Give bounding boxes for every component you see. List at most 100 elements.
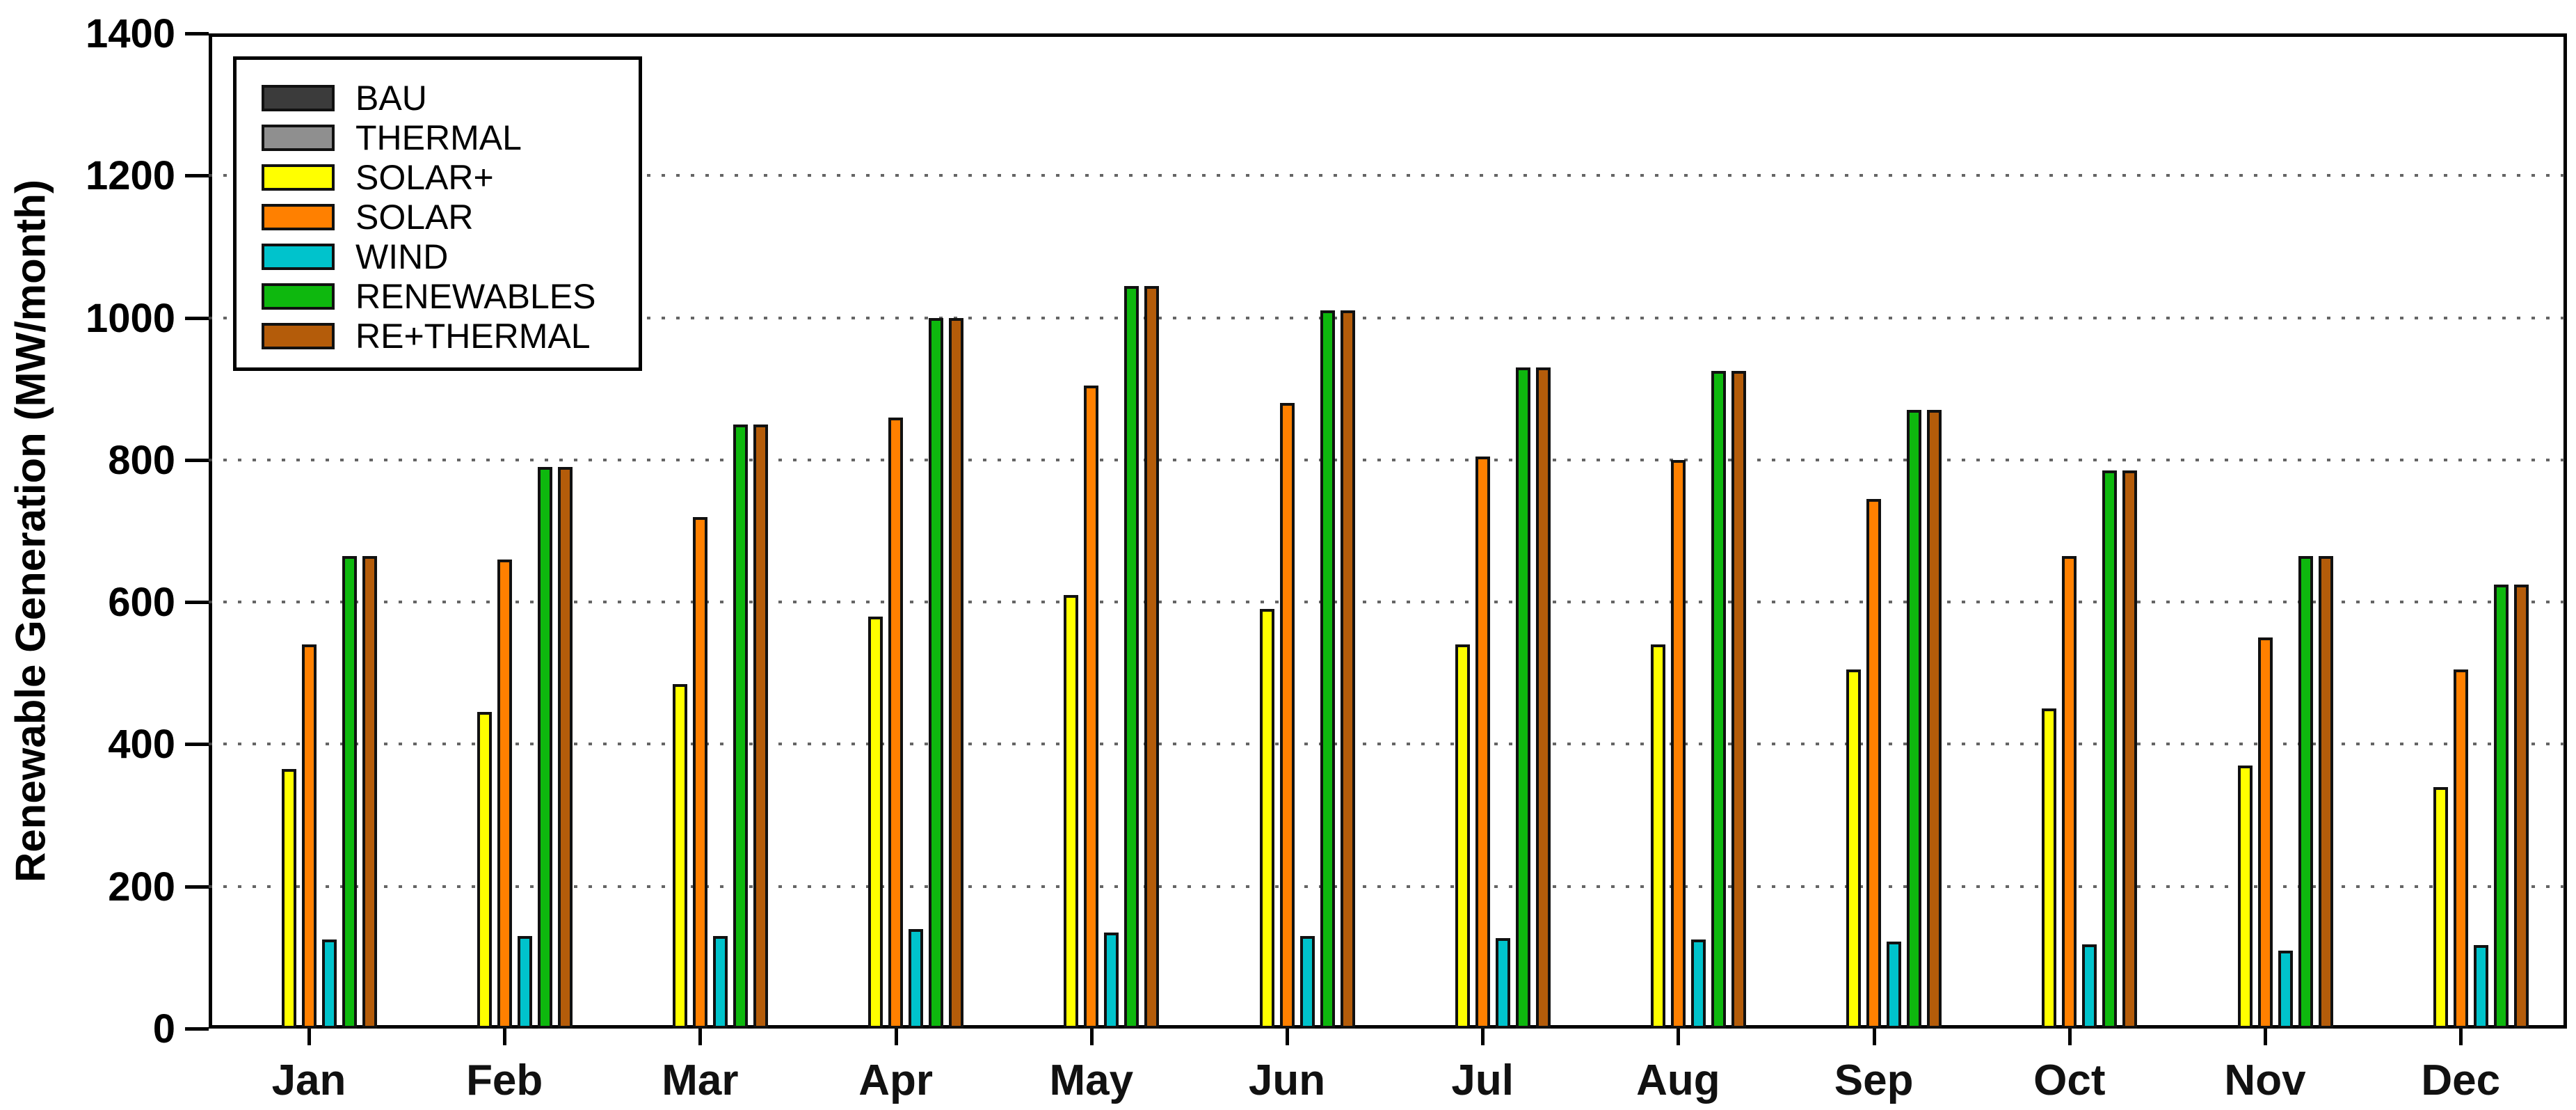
legend: BAU THERMAL SOLAR+ SOLAR WIND RENEWABLES RE+TH… [233, 56, 642, 371]
legend-row-renewables: RENEWABLES [262, 276, 618, 316]
gridline-800 [209, 458, 2567, 461]
bar-renewables-jun [1320, 310, 1335, 1029]
bar-solar--apr [868, 616, 883, 1029]
bar-wind-jan [321, 939, 337, 1029]
x-tick-label-Aug: Aug [1636, 1056, 1720, 1104]
gridline-600 [209, 601, 2567, 604]
bar-wind-mar [712, 936, 728, 1029]
legend-label-solar-: SOLAR+ [355, 157, 494, 197]
bar-wind-nov [2278, 950, 2293, 1029]
bar-solar-oct [2062, 555, 2077, 1029]
bar-solar--sep [1846, 669, 1862, 1029]
bar-re-thermal-jul [1535, 367, 1551, 1029]
bar-re-thermal-mar [753, 424, 768, 1029]
legend-row-wind: WIND [262, 237, 618, 276]
bar-solar-aug [1670, 459, 1686, 1029]
y-tick-label-800: 800 [108, 437, 175, 483]
y-tick-label-1400: 1400 [85, 11, 175, 56]
legend-label-wind: WIND [355, 237, 449, 276]
bar-wind-dec [2473, 945, 2488, 1029]
bar-renewables-oct [2102, 470, 2118, 1029]
legend-row-solar: SOLAR [262, 197, 618, 237]
gridline-1000 [209, 316, 2567, 319]
y-tick-400 [185, 743, 209, 747]
bar-solar--nov [2237, 766, 2253, 1029]
legend-swatch-solar- [262, 164, 335, 191]
bar-solar-jan [301, 644, 317, 1029]
y-tick-1400 [185, 32, 209, 35]
bar-renewables-feb [537, 467, 552, 1029]
legend-label-re-thermal: RE+THERMAL [355, 316, 591, 356]
legend-swatch-renewables [262, 283, 335, 310]
bar-solar-jul [1475, 456, 1490, 1029]
y-tick-label-400: 400 [108, 722, 175, 768]
y-tick-1000 [185, 316, 209, 320]
bar-re-thermal-feb [557, 467, 573, 1029]
y-tick-800 [185, 458, 209, 462]
legend-swatch-bau [262, 84, 335, 111]
x-tick-label-Apr: Apr [858, 1056, 933, 1104]
legend-row-bau: BAU [262, 78, 618, 118]
bar-solar-dec [2453, 669, 2468, 1029]
y-tick-1200 [185, 174, 209, 178]
x-tick-label-Oct: Oct [2033, 1056, 2106, 1104]
gridline-200 [209, 885, 2567, 888]
bar-wind-jun [1299, 936, 1315, 1029]
bar-re-thermal-may [1144, 285, 1160, 1029]
x-tick-Mar [698, 1029, 703, 1045]
bar-wind-aug [1690, 939, 1706, 1029]
legend-swatch-re-thermal [262, 322, 335, 349]
x-tick-Jul [1481, 1029, 1485, 1045]
bar-wind-jul [1495, 938, 1510, 1029]
x-tick-Feb [503, 1029, 507, 1045]
bar-re-thermal-aug [1731, 371, 1746, 1029]
bar-renewables-apr [929, 317, 944, 1029]
legend-swatch-thermal [262, 124, 335, 151]
x-tick-label-Dec: Dec [2421, 1056, 2501, 1104]
bar-solar-may [1084, 385, 1099, 1029]
bar-renewables-jan [342, 555, 357, 1029]
legend-label-thermal: THERMAL [355, 118, 522, 157]
bar-renewables-nov [2298, 555, 2313, 1029]
gridline-400 [209, 743, 2567, 746]
x-tick-Jan [307, 1029, 311, 1045]
x-tick-label-Jun: Jun [1248, 1056, 1326, 1104]
x-tick-Nov [2264, 1029, 2267, 1045]
bar-solar-sep [1866, 499, 1882, 1029]
bar-re-thermal-dec [2513, 584, 2529, 1029]
x-tick-Jun [1286, 1029, 1289, 1045]
bar-re-thermal-jan [362, 555, 377, 1029]
bar-solar-jun [1279, 403, 1295, 1029]
gridline-1200 [209, 174, 2567, 177]
bar-renewables-aug [1711, 371, 1726, 1029]
x-tick-Dec [2459, 1029, 2463, 1045]
bar-re-thermal-nov [2318, 555, 2333, 1029]
legend-label-bau: BAU [355, 78, 427, 118]
bar-solar-feb [497, 559, 512, 1029]
x-tick-Apr [894, 1029, 898, 1045]
bar-solar--oct [2042, 708, 2057, 1029]
x-tick-label-Feb: Feb [466, 1056, 543, 1104]
y-tick-0 [185, 1027, 209, 1031]
x-tick-label-May: May [1049, 1056, 1134, 1104]
y-tick-label-600: 600 [108, 580, 175, 626]
legend-label-solar: SOLAR [355, 197, 474, 237]
y-axis-title: Renewable Generation (MW/month) [7, 179, 54, 883]
plot-frame [209, 33, 2567, 1029]
x-tick-label-Jul: Jul [1451, 1056, 1514, 1104]
bar-renewables-mar [733, 424, 748, 1029]
bar-re-thermal-oct [2122, 470, 2138, 1029]
x-tick-label-Mar: Mar [662, 1056, 739, 1104]
bar-renewables-may [1124, 285, 1139, 1029]
x-tick-Sep [1872, 1029, 1876, 1045]
bar-solar--may [1064, 594, 1079, 1029]
y-tick-label-0: 0 [152, 1006, 175, 1052]
y-tick-600 [185, 601, 209, 605]
legend-label-renewables: RENEWABLES [355, 276, 596, 316]
y-tick-label-1200: 1200 [85, 153, 175, 199]
bar-solar--jan [281, 769, 296, 1029]
bar-renewables-dec [2493, 584, 2509, 1029]
x-tick-label-Nov: Nov [2224, 1056, 2306, 1104]
bar-renewables-jul [1515, 367, 1530, 1029]
